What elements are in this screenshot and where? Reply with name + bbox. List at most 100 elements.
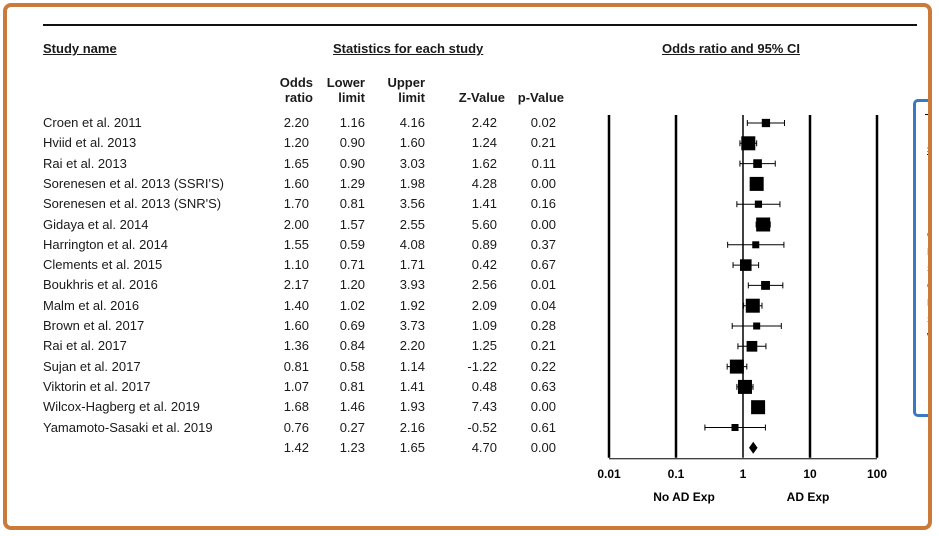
study-z-value: 2.09 <box>471 297 497 313</box>
col-header-lower-limit: Lower limit <box>323 75 365 105</box>
point-estimate-box <box>741 136 756 151</box>
study-name-label: Harrington et al. 2014 <box>43 236 169 252</box>
study-z-value: 2.42 <box>471 115 497 130</box>
study-upper-value: 1.93 <box>399 399 425 415</box>
side-panel-header: St <box>927 145 928 156</box>
study-z-value: -1.22 <box>467 358 497 374</box>
point-estimate-box <box>749 176 764 191</box>
study-z-value: 5.60 <box>471 216 497 232</box>
point-estimate-box <box>745 298 760 313</box>
study-upper-value: 3.73 <box>399 318 425 333</box>
study-lower-value: 1.16 <box>339 115 365 130</box>
study-upper-value: 2.55 <box>399 216 425 232</box>
col-header-z-value: Z-Value <box>458 90 505 105</box>
study-name-label: Viktorin et al. 2017 <box>43 378 151 394</box>
col-header-lower-line2: limit <box>338 90 365 105</box>
study-p-value: 0.37 <box>530 236 556 252</box>
point-estimate-box <box>761 280 770 290</box>
study-lower-value: 0.71 <box>339 257 365 273</box>
study-p-value: 0.11 <box>531 155 556 171</box>
x-tick-label: 1 <box>740 467 747 481</box>
study-lower-value: 0.90 <box>339 155 365 171</box>
side-panel-item: Su <box>927 315 928 326</box>
study-lower-value: 1.20 <box>339 277 365 293</box>
study-upper-value: 1.41 <box>399 378 425 394</box>
point-estimate-box <box>737 379 752 394</box>
study-z-value: 1.24 <box>471 135 497 151</box>
study-upper-value: 4.16 <box>399 115 425 130</box>
col-header-upper-line2: limit <box>398 90 425 105</box>
study-lower-value: 1.29 <box>339 175 365 191</box>
study-upper-value: 4.08 <box>399 236 425 252</box>
point-estimate-box <box>753 322 761 330</box>
study-z-value: 4.28 <box>471 175 497 191</box>
study-p-value: 0.61 <box>530 419 556 435</box>
study-p-value: 0.67 <box>530 257 556 273</box>
point-estimate-box <box>756 217 771 232</box>
study-or-value: 1.70 <box>283 196 309 212</box>
study-name-label: Boukhris et al. 2016 <box>43 277 158 293</box>
side-panel-item: Wi <box>927 332 928 343</box>
x-tick-label: 10 <box>803 467 817 481</box>
study-or-value: 2.17 <box>283 277 309 293</box>
study-name-label: Yamamoto-Sasaki et al. 2019 <box>43 419 213 435</box>
pooled-p-value: 0.00 <box>530 439 556 455</box>
pooled-z-value: 4.70 <box>471 439 497 455</box>
forest-plot: 0.01 0.1 1 10 100 No AD Exp AD Exp <box>597 115 887 504</box>
study-p-value: 0.21 <box>530 135 556 151</box>
study-p-value: 0.63 <box>530 378 556 394</box>
study-p-value: 0.21 <box>530 338 556 354</box>
study-name-label: Sujan et al. 2017 <box>43 358 141 374</box>
study-p-value: 0.28 <box>530 318 556 333</box>
col-header-odds-ratio-line2: ratio <box>284 90 313 105</box>
point-estimate-box <box>761 118 771 128</box>
study-z-value: 1.25 <box>471 338 497 354</box>
study-lower-value: 0.81 <box>339 196 365 212</box>
x-tick-label: 100 <box>867 467 887 481</box>
study-lower-value: 0.84 <box>339 338 365 354</box>
study-lower-value: 1.02 <box>339 297 365 313</box>
col-header-odds-ratio: Odds ratio <box>271 75 313 105</box>
study-name-label: Rai et al. 2013 <box>43 155 127 171</box>
study-p-value: 0.00 <box>530 399 556 415</box>
study-p-value: 0.04 <box>530 297 556 313</box>
study-z-value: -0.52 <box>467 419 497 435</box>
study-lower-value: 1.57 <box>339 216 365 232</box>
col-header-p-value: p-Value <box>517 90 564 105</box>
odds-ratio-ci-header: Odds ratio and 95% CI <box>662 41 800 56</box>
side-panel-item: Cr <box>927 230 928 241</box>
study-or-value: 0.81 <box>283 358 309 374</box>
side-panel-item: Cl <box>927 281 928 292</box>
study-p-value: 0.02 <box>530 115 556 130</box>
study-upper-value: 3.03 <box>399 155 425 171</box>
study-p-value: 0.16 <box>530 196 556 212</box>
point-estimate-box <box>753 159 762 168</box>
study-or-value: 2.20 <box>283 115 309 130</box>
study-z-value: 0.48 <box>471 378 497 394</box>
study-p-value: 0.00 <box>530 216 556 232</box>
point-estimate-box <box>752 241 760 249</box>
side-panel: St Cr Hv So Cl Ma Su Wi <box>913 99 928 417</box>
col-header-odds-ratio-line1: Odds <box>279 75 313 90</box>
study-name-label: Clements et al. 2015 <box>43 257 163 273</box>
study-name-label: Gidaya et al. 2014 <box>43 216 149 232</box>
study-or-value: 1.10 <box>283 257 309 273</box>
point-estimate-box <box>739 259 752 271</box>
study-name-label: Rai et al. 2017 <box>43 338 127 354</box>
study-or-value: 1.36 <box>283 338 309 354</box>
study-or-value: 1.40 <box>283 297 309 313</box>
study-lower-value: 0.90 <box>339 135 365 151</box>
point-estimate-box <box>731 424 739 431</box>
pooled-lower-value: 1.23 <box>339 439 365 455</box>
study-p-value: 0.01 <box>530 277 556 293</box>
study-z-value: 2.56 <box>471 277 497 293</box>
study-upper-value: 1.92 <box>399 297 425 313</box>
study-or-value: 1.60 <box>283 175 309 191</box>
study-lower-value: 0.81 <box>339 378 365 394</box>
study-z-value: 1.41 <box>471 196 497 212</box>
study-name-label: Croen et al. 2011 <box>43 115 142 130</box>
study-or-value: 1.68 <box>283 399 309 415</box>
study-lower-value: 0.58 <box>339 358 365 374</box>
side-panel-item: Hv <box>927 247 928 258</box>
study-p-value: 0.00 <box>530 175 556 191</box>
